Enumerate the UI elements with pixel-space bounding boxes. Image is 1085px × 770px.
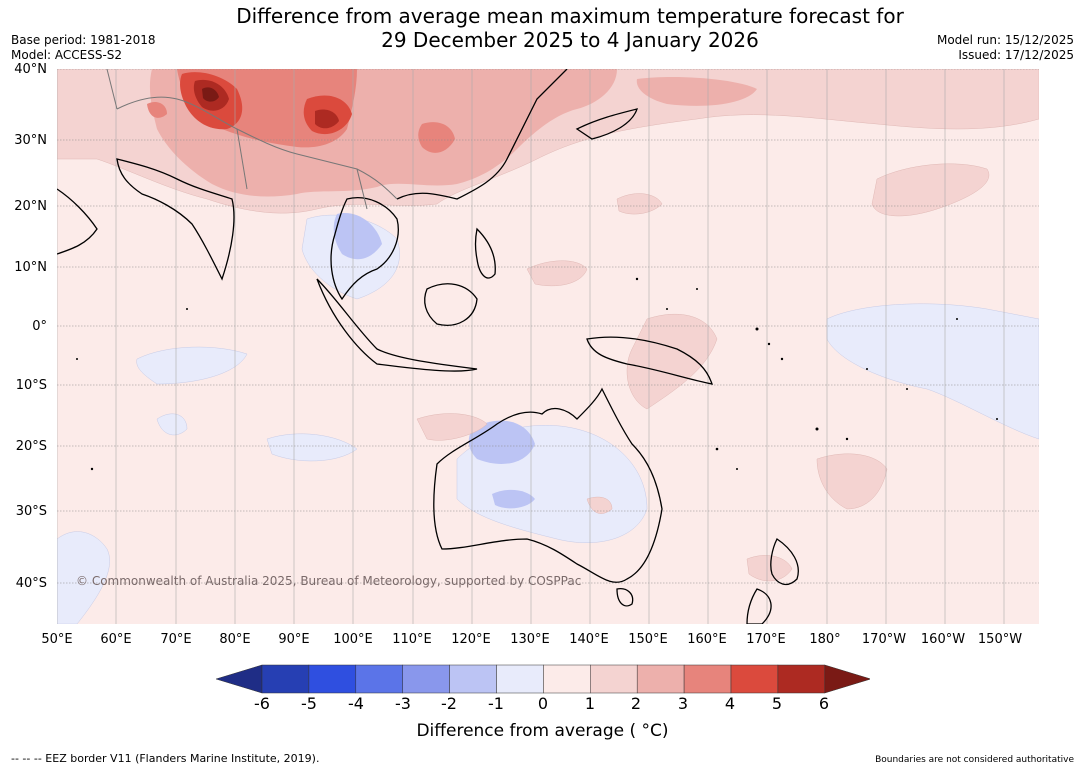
cbar-tick-1: 1: [584, 694, 596, 713]
philippines-coast: [474, 227, 496, 279]
cbar-tick-neg1: -1: [488, 694, 504, 713]
issued-date: Issued: 17/12/2025: [958, 48, 1074, 62]
lat-label-0: 0°: [32, 319, 47, 334]
lat-label-30n: 30°N: [14, 133, 47, 148]
colorbar-cell: [449, 664, 497, 694]
lon-label-150w: 150°W: [977, 632, 1023, 647]
lon-label-90e: 90°E: [278, 632, 310, 647]
lat-label-20n: 20°N: [14, 199, 47, 214]
cbar-tick-0: 0: [537, 694, 549, 713]
colorbar-cell: [730, 664, 779, 694]
japan-coast: [575, 108, 638, 140]
cbar-tick-5: 5: [771, 694, 783, 713]
eez-border-note: -- -- -- EEZ border V11 (Flanders Marine…: [11, 752, 320, 765]
cbar-tick-neg4: -4: [348, 694, 364, 713]
model-name: Model: ACCESS-S2: [11, 48, 123, 62]
borneo-coast: [424, 283, 478, 326]
lon-label-160w: 160°W: [920, 632, 966, 647]
cbar-tick-neg6: -6: [254, 694, 270, 713]
colorbar-cell: [355, 664, 403, 694]
indochina-coast: [330, 197, 399, 301]
title-line-1: Difference from average mean maximum tem…: [236, 4, 904, 28]
lon-label-150e: 150°E: [628, 632, 668, 647]
islands: [76, 277, 998, 471]
lon-label-170w: 170°W: [861, 632, 907, 647]
meridians: [57, 69, 1005, 624]
colorbar-cell: [496, 664, 544, 694]
base-period: Base period: 1981-2018: [11, 33, 156, 47]
cbar-tick-6: 6: [818, 694, 830, 713]
cbar-tick-4: 4: [724, 694, 736, 713]
colorbar-cell: [308, 664, 357, 694]
sumatra-java-coast: [316, 278, 478, 372]
hotspot-core: [202, 87, 219, 102]
lon-label-110e: 110°E: [392, 632, 432, 647]
india-coast: [116, 158, 235, 281]
tasmania-coast: [616, 588, 634, 607]
meta-right: Model run: 15/12/2025 Issued: 17/12/2025: [937, 33, 1074, 63]
colorbar-cells: [216, 664, 870, 694]
colorbar-extend-high: [824, 664, 870, 694]
coastlines: [57, 69, 799, 624]
colorbar-cell: [261, 664, 310, 694]
lon-label-120e: 120°E: [451, 632, 491, 647]
cbar-tick-neg3: -3: [395, 694, 411, 713]
borders: [106, 69, 398, 210]
cbar-tick-3: 3: [677, 694, 689, 713]
china-coast: [396, 69, 568, 200]
cool-anomaly-regions: [57, 133, 1039, 624]
lon-label-100e: 100°E: [333, 632, 373, 647]
colorbar-cell: [590, 664, 638, 694]
new-zealand-coast: [746, 538, 799, 624]
lat-label-40s: 40°S: [15, 576, 47, 591]
cbar-tick-2: 2: [630, 694, 642, 713]
model-run: Model run: 15/12/2025: [936, 33, 1074, 47]
lon-label-170e: 170°E: [746, 632, 786, 647]
chart-title: Difference from average mean maximum tem…: [200, 4, 940, 52]
colorbar-cell: [543, 664, 591, 694]
lon-label-70e: 70°E: [160, 632, 192, 647]
colorbar-cell: [636, 664, 685, 694]
lon-label-140e: 140°E: [569, 632, 609, 647]
copyright-notice: © Commonwealth of Australia 2025, Bureau…: [76, 574, 582, 588]
boundaries-disclaimer: Boundaries are not considered authoritat…: [875, 755, 1074, 765]
lat-label-20s: 20°S: [15, 439, 47, 454]
lon-label-80e: 80°E: [219, 632, 251, 647]
lon-label-180: 180°: [809, 632, 841, 647]
arabia-coast: [57, 188, 98, 255]
lat-label-10n: 10°N: [14, 260, 47, 275]
cbar-tick-neg5: -5: [301, 694, 317, 713]
lon-label-60e: 60°E: [100, 632, 132, 647]
australia-coast: [433, 387, 663, 583]
lat-label-10s: 10°S: [15, 378, 47, 393]
lon-label-50e: 50°E: [41, 632, 73, 647]
forecast-map: [57, 69, 1039, 624]
lat-label-40n: 40°N: [14, 62, 47, 77]
lon-label-160e: 160°E: [687, 632, 727, 647]
colorbar-title: Difference from average ( °C): [416, 721, 669, 741]
lat-label-30s: 30°S: [15, 504, 47, 519]
lon-label-130e: 130°E: [510, 632, 550, 647]
title-line-2: 29 December 2025 to 4 January 2026: [381, 28, 759, 52]
colorbar: [216, 664, 870, 694]
colorbar-cell: [777, 664, 826, 694]
meta-left: Base period: 1981-2018 Model: ACCESS-S2: [11, 33, 156, 63]
colorbar-cell: [683, 664, 732, 694]
new-guinea-coast: [586, 336, 713, 385]
colorbar-cell: [402, 664, 450, 694]
colorbar-extend-low: [216, 664, 263, 694]
cbar-tick-neg2: -2: [441, 694, 457, 713]
